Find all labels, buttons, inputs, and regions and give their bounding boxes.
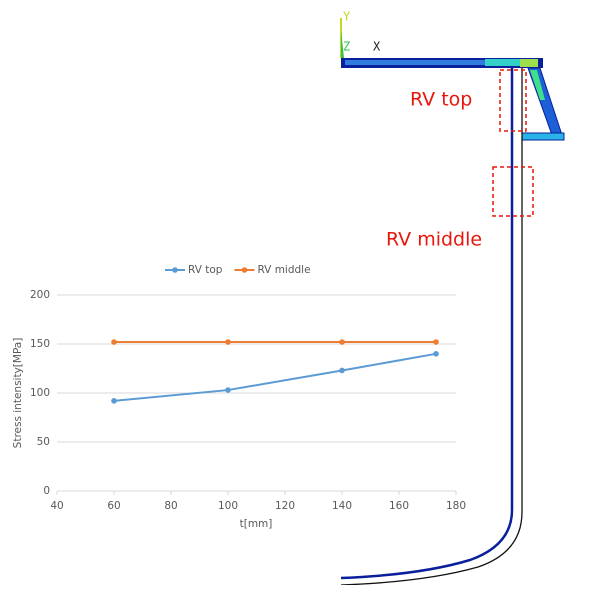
point: [339, 368, 345, 374]
legend-label: RV top: [188, 264, 223, 276]
annotation: RV top: [410, 89, 472, 111]
point: [433, 351, 439, 357]
y-axis-label: Stress intensity[MPa]: [12, 338, 24, 449]
x-tick-label: 80: [164, 500, 177, 512]
x-tick-label: 140: [332, 500, 352, 512]
y-tick-label: 150: [30, 338, 50, 350]
triad-label: Y: [343, 10, 351, 24]
x-tick-label: 60: [107, 500, 120, 512]
y-tick-label: 200: [30, 289, 50, 301]
x-tick-label: 180: [446, 500, 466, 512]
triad-label: Z: [343, 40, 350, 54]
annotation: RV middle: [386, 229, 482, 251]
figure: Y Z X RV top RV middle Stress intensity[…: [0, 0, 589, 585]
vessel-inner: [341, 68, 512, 578]
triad-label: X: [373, 40, 381, 54]
x-tick-label: 40: [50, 500, 63, 512]
top-plate-stress: [345, 60, 485, 65]
point: [225, 339, 231, 345]
top-plate-stress: [485, 59, 525, 66]
x-tick-label: 100: [218, 500, 238, 512]
point: [225, 387, 231, 393]
legend-label: RV middle: [257, 264, 310, 276]
y-tick-label: 0: [43, 485, 50, 497]
x-tick-label: 120: [275, 500, 295, 512]
point: [433, 339, 439, 345]
legend-marker: [172, 267, 178, 273]
vessel-outer: [341, 68, 522, 585]
point: [111, 398, 117, 404]
y-tick-label: 100: [30, 387, 50, 399]
top-plate-stress: [520, 59, 538, 67]
flange-plate: [522, 133, 564, 140]
series-line: [114, 354, 436, 401]
point: [339, 339, 345, 345]
point: [111, 339, 117, 345]
y-tick-label: 50: [37, 436, 50, 448]
fe-model: Y Z X RV top RV middle: [341, 10, 564, 586]
legend-marker: [242, 267, 248, 273]
x-tick-label: 160: [389, 500, 409, 512]
chart: Stress intensity[MPa] t[mm] 0 50 100 150 200…: [12, 264, 466, 530]
x-axis-label: t[mm]: [240, 518, 273, 530]
